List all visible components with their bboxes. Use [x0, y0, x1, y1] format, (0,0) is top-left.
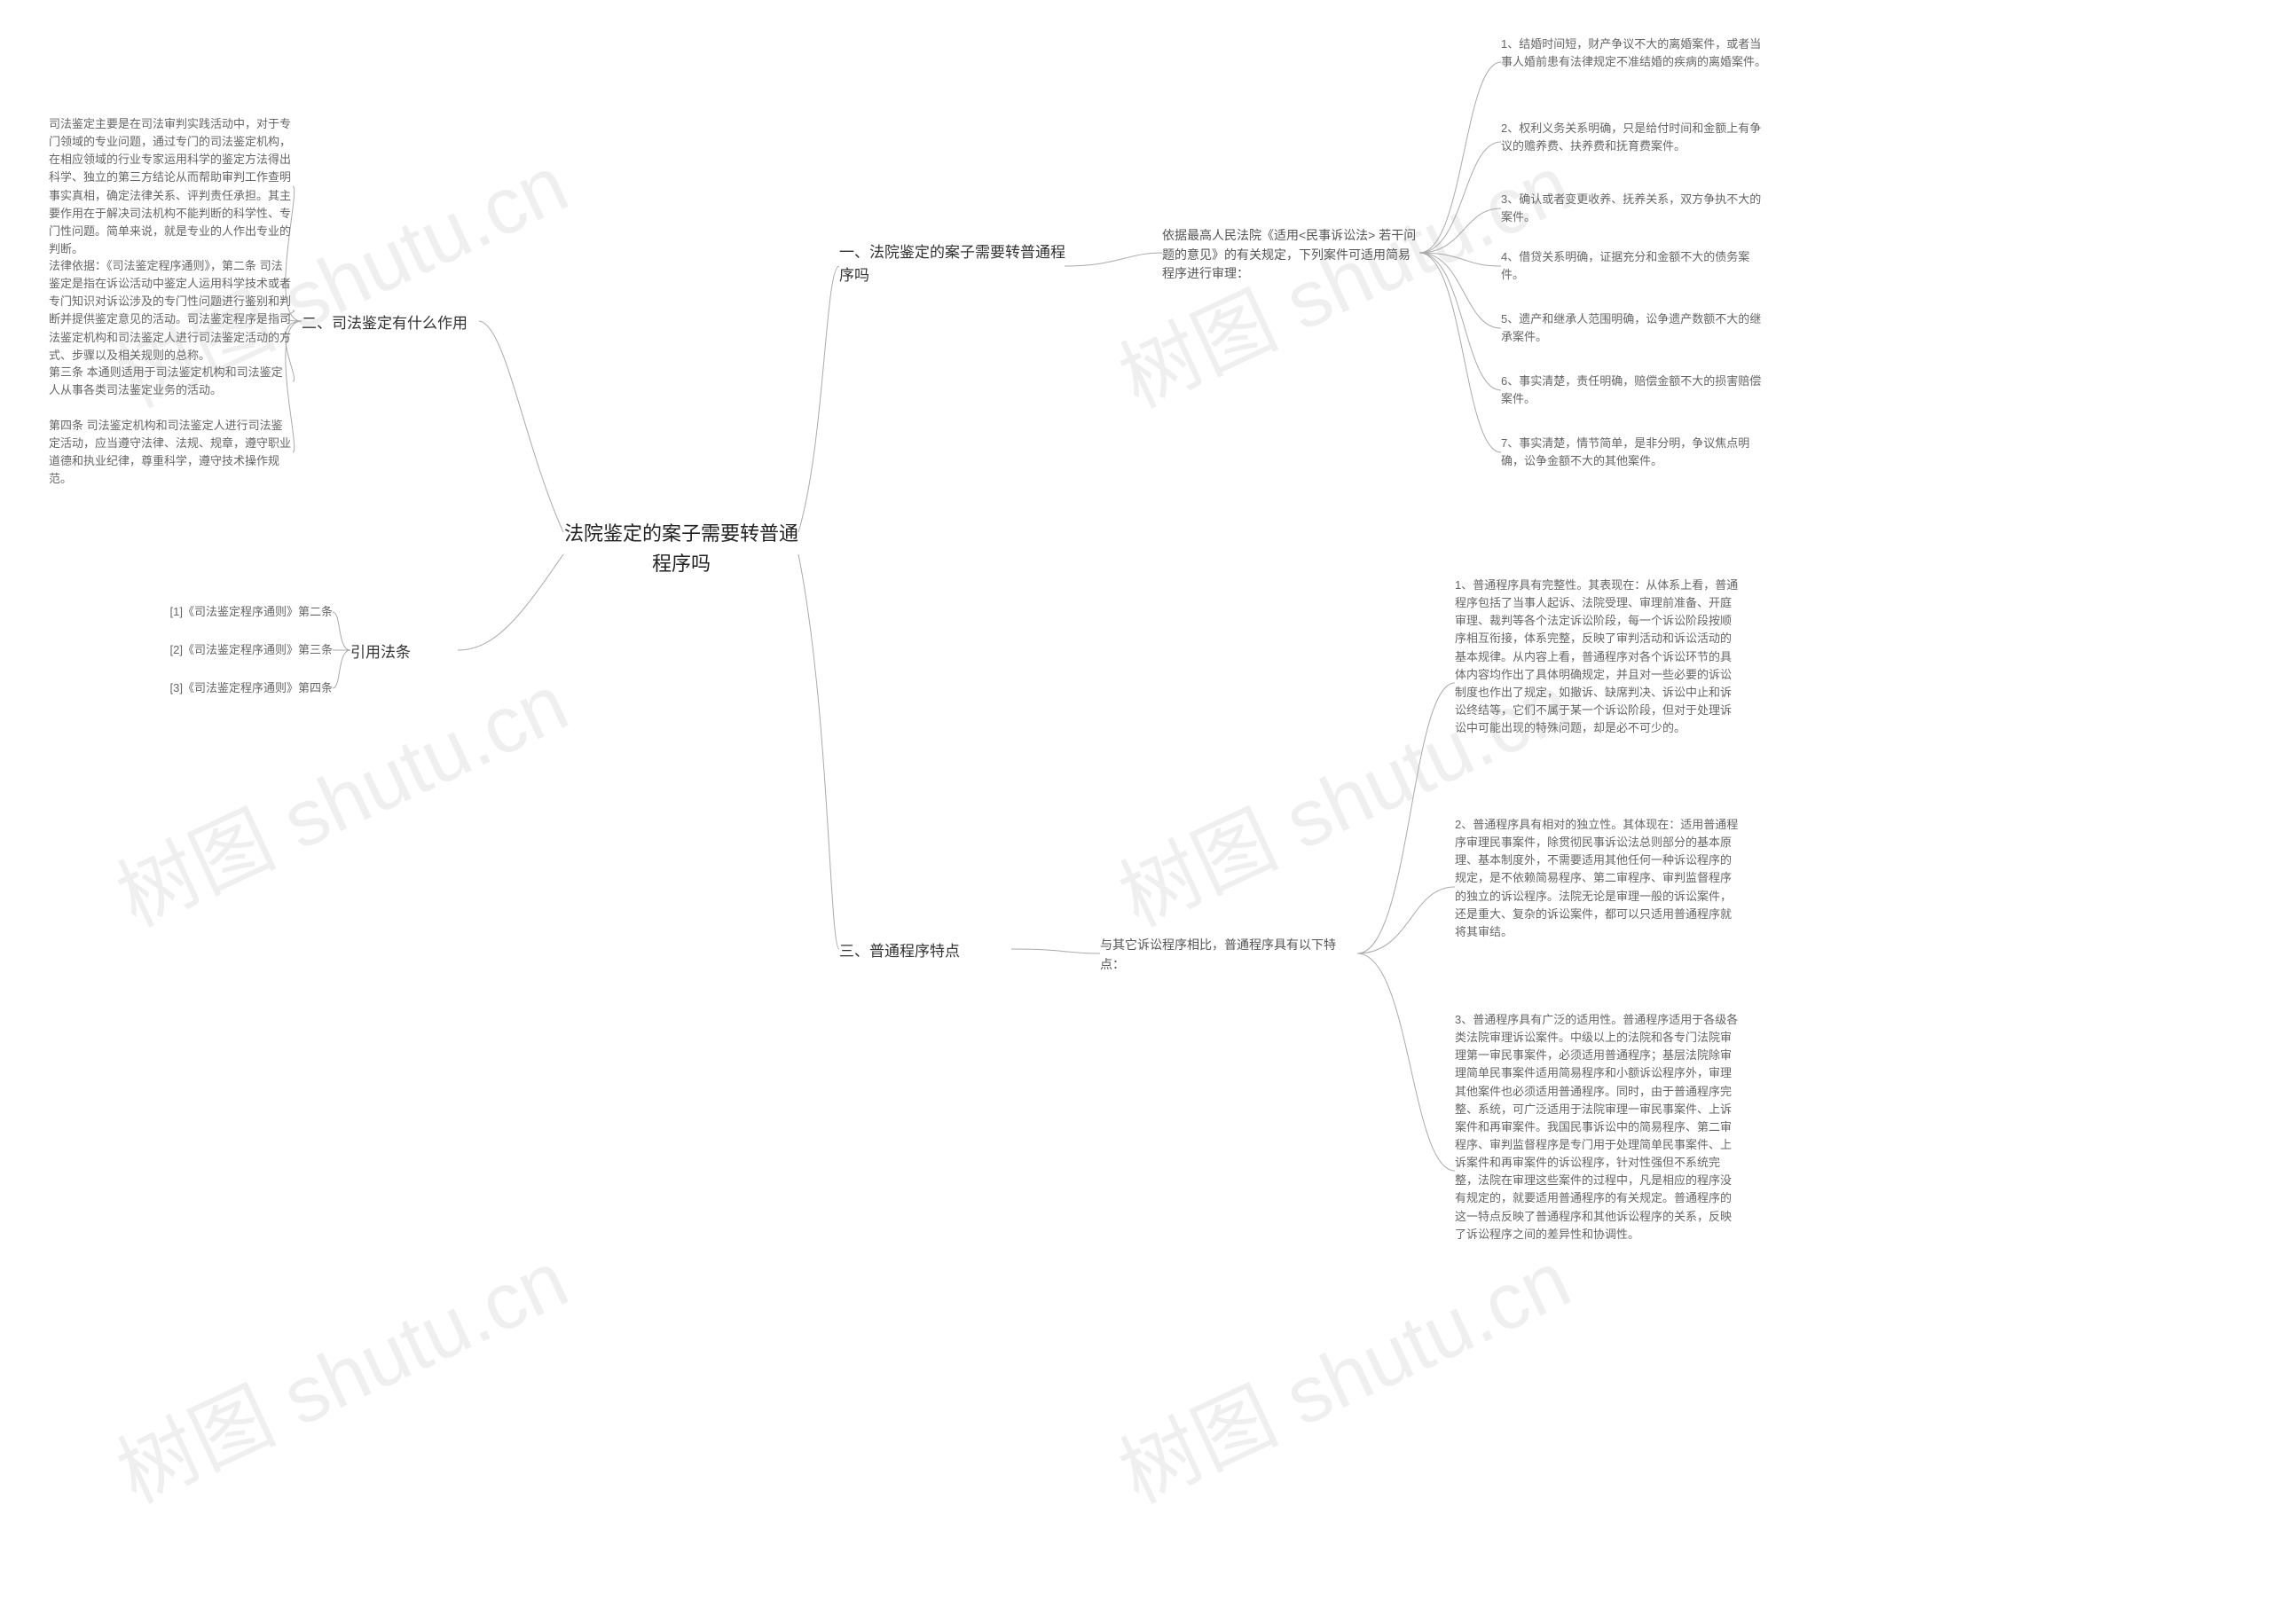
- branch-1-leaf-5: 5、遗产和继承人范围明确，讼争遗产数额不大的继承案件。: [1501, 310, 1767, 346]
- branch-1-leaf-6: 6、事实清楚，责任明确，赔偿金额不大的损害赔偿案件。: [1501, 373, 1767, 408]
- mindmap-canvas: 树图 shutu.cn 树图 shutu.cn 树图 shutu.cn 树图 s…: [0, 0, 2271, 1624]
- watermark: 树图 shutu.cn: [1098, 1216, 1585, 1525]
- branch-1-sub: 依据最高人民法院《适用<民事诉讼法> 若干问题的意见》的有关规定，下列案件可适用…: [1162, 226, 1419, 284]
- branch-2-leaf-1: 司法鉴定主要是在司法审判实践活动中，对于专门领域的专业问题，通过专门的司法鉴定机…: [49, 115, 293, 258]
- branch-2: 二、司法鉴定有什么作用: [302, 312, 479, 335]
- branch-3-leaf-2: 2、普通程序具有相对的独立性。其体现在：适用普通程序审理民事案件，除贯彻民事诉讼…: [1455, 816, 1739, 941]
- branch-2-leaf-4: 第四条 司法鉴定机构和司法鉴定人进行司法鉴定活动，应当遵守法律、法规、规章，遵守…: [49, 417, 293, 489]
- branch-1-leaf-7: 7、事实清楚，情节简单，是非分明，争议焦点明确，讼争金额不大的其他案件。: [1501, 435, 1767, 470]
- root-node: 法院鉴定的案子需要转普通程序吗: [557, 519, 805, 579]
- watermark: 树图 shutu.cn: [96, 1216, 583, 1525]
- branch-3: 三、普通程序特点: [839, 940, 1017, 963]
- branch-3-sub: 与其它诉讼程序相比，普通程序具有以下特点：: [1100, 936, 1357, 974]
- branch-1: 一、法院鉴定的案子需要转普通程序吗: [839, 241, 1070, 288]
- branch-3-leaf-3: 3、普通程序具有广泛的适用性。普通程序适用于各级各类法院审理诉讼案件。中级以上的…: [1455, 1011, 1739, 1243]
- branch-1-leaf-3: 3、确认或者变更收养、抚养关系，双方争执不大的案件。: [1501, 191, 1767, 226]
- edge-layer: [0, 0, 2271, 1624]
- branch-2-leaf-2: 法律依据：《司法鉴定程序通则》，第二条 司法鉴定是指在诉讼活动中鉴定人运用科学技…: [49, 257, 293, 365]
- branch-2-leaf-3: 第三条 本通则适用于司法鉴定机构和司法鉴定人从事各类司法鉴定业务的活动。: [49, 364, 293, 399]
- branch-3-leaf-1: 1、普通程序具有完整性。其表现在：从体系上看，普通程序包括了当事人起诉、法院受理…: [1455, 577, 1739, 737]
- branch-1-leaf-4: 4、借贷关系明确，证据充分和金额不大的债务案件。: [1501, 248, 1767, 284]
- branch-4-leaf-3: [3]《司法鉴定程序通则》第四条: [120, 679, 333, 697]
- branch-1-leaf-1: 1、结婚时间短，财产争议不大的离婚案件，或者当事人婚前患有法律规定不准结婚的疾病…: [1501, 35, 1767, 71]
- branch-1-leaf-2: 2、权利义务关系明确，只是给付时间和金额上有争议的赡养费、扶养费和抚育费案件。: [1501, 120, 1767, 155]
- branch-4: 引用法条: [350, 641, 457, 664]
- branch-4-leaf-2: [2]《司法鉴定程序通则》第三条: [120, 641, 333, 659]
- branch-4-leaf-1: [1]《司法鉴定程序通则》第二条: [120, 603, 333, 621]
